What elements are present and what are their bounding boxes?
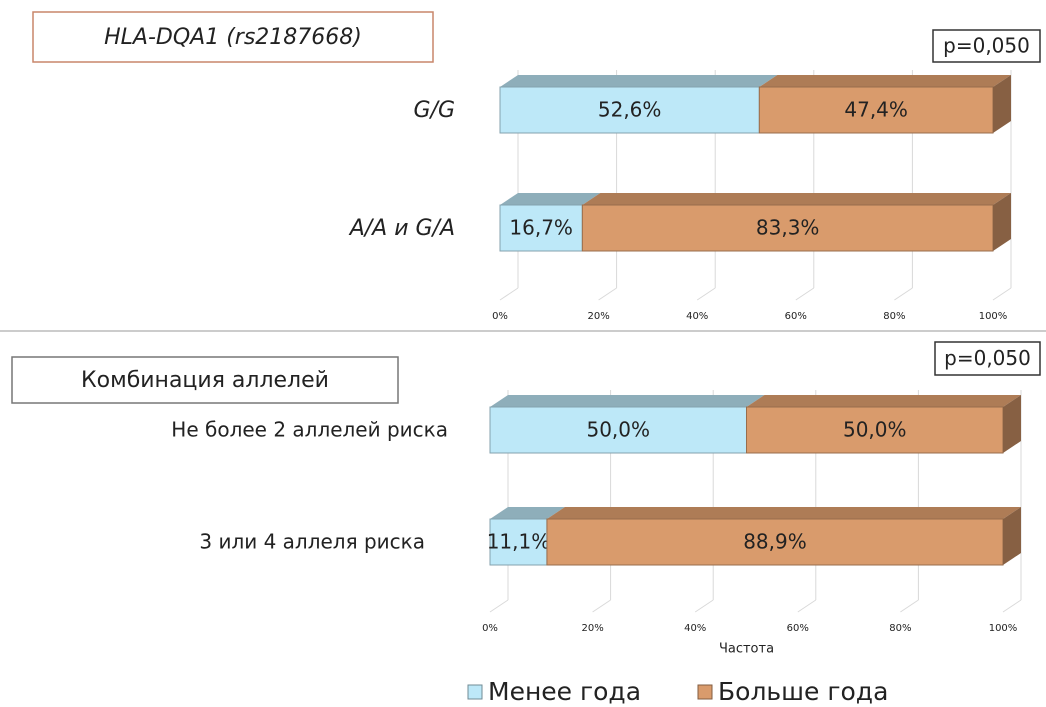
bar-segment: 52,6% [499, 75, 778, 134]
value-label: 11,1% [487, 530, 551, 554]
bar-top [759, 75, 1011, 87]
title-box [32, 11, 434, 63]
annotation: p=0,050 [944, 346, 1031, 370]
bar-side [993, 75, 1011, 133]
grid-line-floor [992, 287, 1012, 301]
bar [758, 86, 994, 134]
bar-top [582, 193, 1011, 205]
bar-segment: 11,1% [487, 507, 565, 566]
value-label: 88,9% [743, 530, 807, 554]
x-tick-label: 100% [979, 311, 1008, 322]
x-tick-label: 80% [883, 311, 905, 322]
value-label: 16,7% [509, 216, 573, 240]
grid-line-floor [894, 287, 913, 301]
grid-line-floor [797, 599, 817, 613]
annotation-box [932, 29, 1041, 63]
category-label: 3 или 4 аллеля риска [199, 530, 425, 554]
chart-title: HLA-DQA1 (rs2187668) [104, 25, 362, 50]
bar-segment: 83,3% [581, 193, 1011, 252]
x-tick-label: 20% [581, 623, 603, 634]
grid-line-floor [795, 287, 815, 301]
x-tick-label: 60% [787, 623, 809, 634]
bar-segment: 47,4% [758, 75, 1011, 134]
bar-top [546, 507, 1021, 519]
grid-line-floor [696, 287, 716, 301]
x-tick-label: 100% [989, 623, 1018, 634]
bar-top [500, 193, 601, 205]
bar-top [490, 507, 565, 519]
category-label: G/G [413, 98, 455, 123]
value-label: 52,6% [598, 98, 662, 122]
category-label: Не более 2 аллелей риска [171, 418, 448, 442]
bar-side [1003, 395, 1021, 453]
bar [499, 204, 583, 252]
grid-line-floor [489, 599, 509, 613]
grid-line-floor [1002, 599, 1022, 613]
bar-segment: 50,0% [489, 395, 765, 454]
x-tick-label: 40% [684, 623, 706, 634]
chart-title: Комбинация аллелей [81, 368, 329, 393]
bar [489, 518, 548, 566]
bar-segment: 16,7% [499, 193, 601, 252]
grid-line-floor [900, 599, 919, 613]
x-tick-label: 80% [889, 623, 911, 634]
value-label: 50,0% [586, 418, 650, 442]
bar-top [500, 75, 778, 87]
grid-line-floor [499, 287, 519, 301]
bar-segment: 50,0% [746, 395, 1021, 454]
legend-swatch [697, 684, 713, 700]
bar [746, 406, 1004, 454]
x-tick-label: 40% [686, 311, 708, 322]
bar-side [993, 193, 1011, 251]
bar-top [490, 395, 765, 407]
bar [489, 406, 747, 454]
x-tick-label: 0% [482, 623, 498, 634]
bar-segment: 88,9% [546, 507, 1021, 566]
value-label: 50,0% [843, 418, 907, 442]
bar [499, 86, 760, 134]
grid-line-floor [694, 599, 714, 613]
value-label: 83,3% [756, 216, 820, 240]
value-label: 47,4% [844, 98, 908, 122]
x-axis-label: Частота [719, 642, 774, 657]
grid-line-floor [598, 287, 617, 301]
legend-label: Больше года [718, 677, 888, 706]
bar-top [746, 395, 1021, 407]
grid-line-floor [592, 599, 611, 613]
annotation-box [934, 341, 1041, 376]
bar [546, 518, 1004, 566]
x-tick-label: 60% [785, 311, 807, 322]
annotation: p=0,050 [943, 34, 1030, 58]
legend-label: Менее года [488, 677, 641, 706]
x-tick-label: 0% [492, 311, 508, 322]
x-tick-label: 20% [587, 311, 609, 322]
bar-side [1003, 507, 1021, 565]
category-label: A/A и G/A [348, 216, 455, 241]
legend-swatch [467, 684, 483, 700]
bar [581, 204, 994, 252]
title-box [11, 356, 399, 404]
